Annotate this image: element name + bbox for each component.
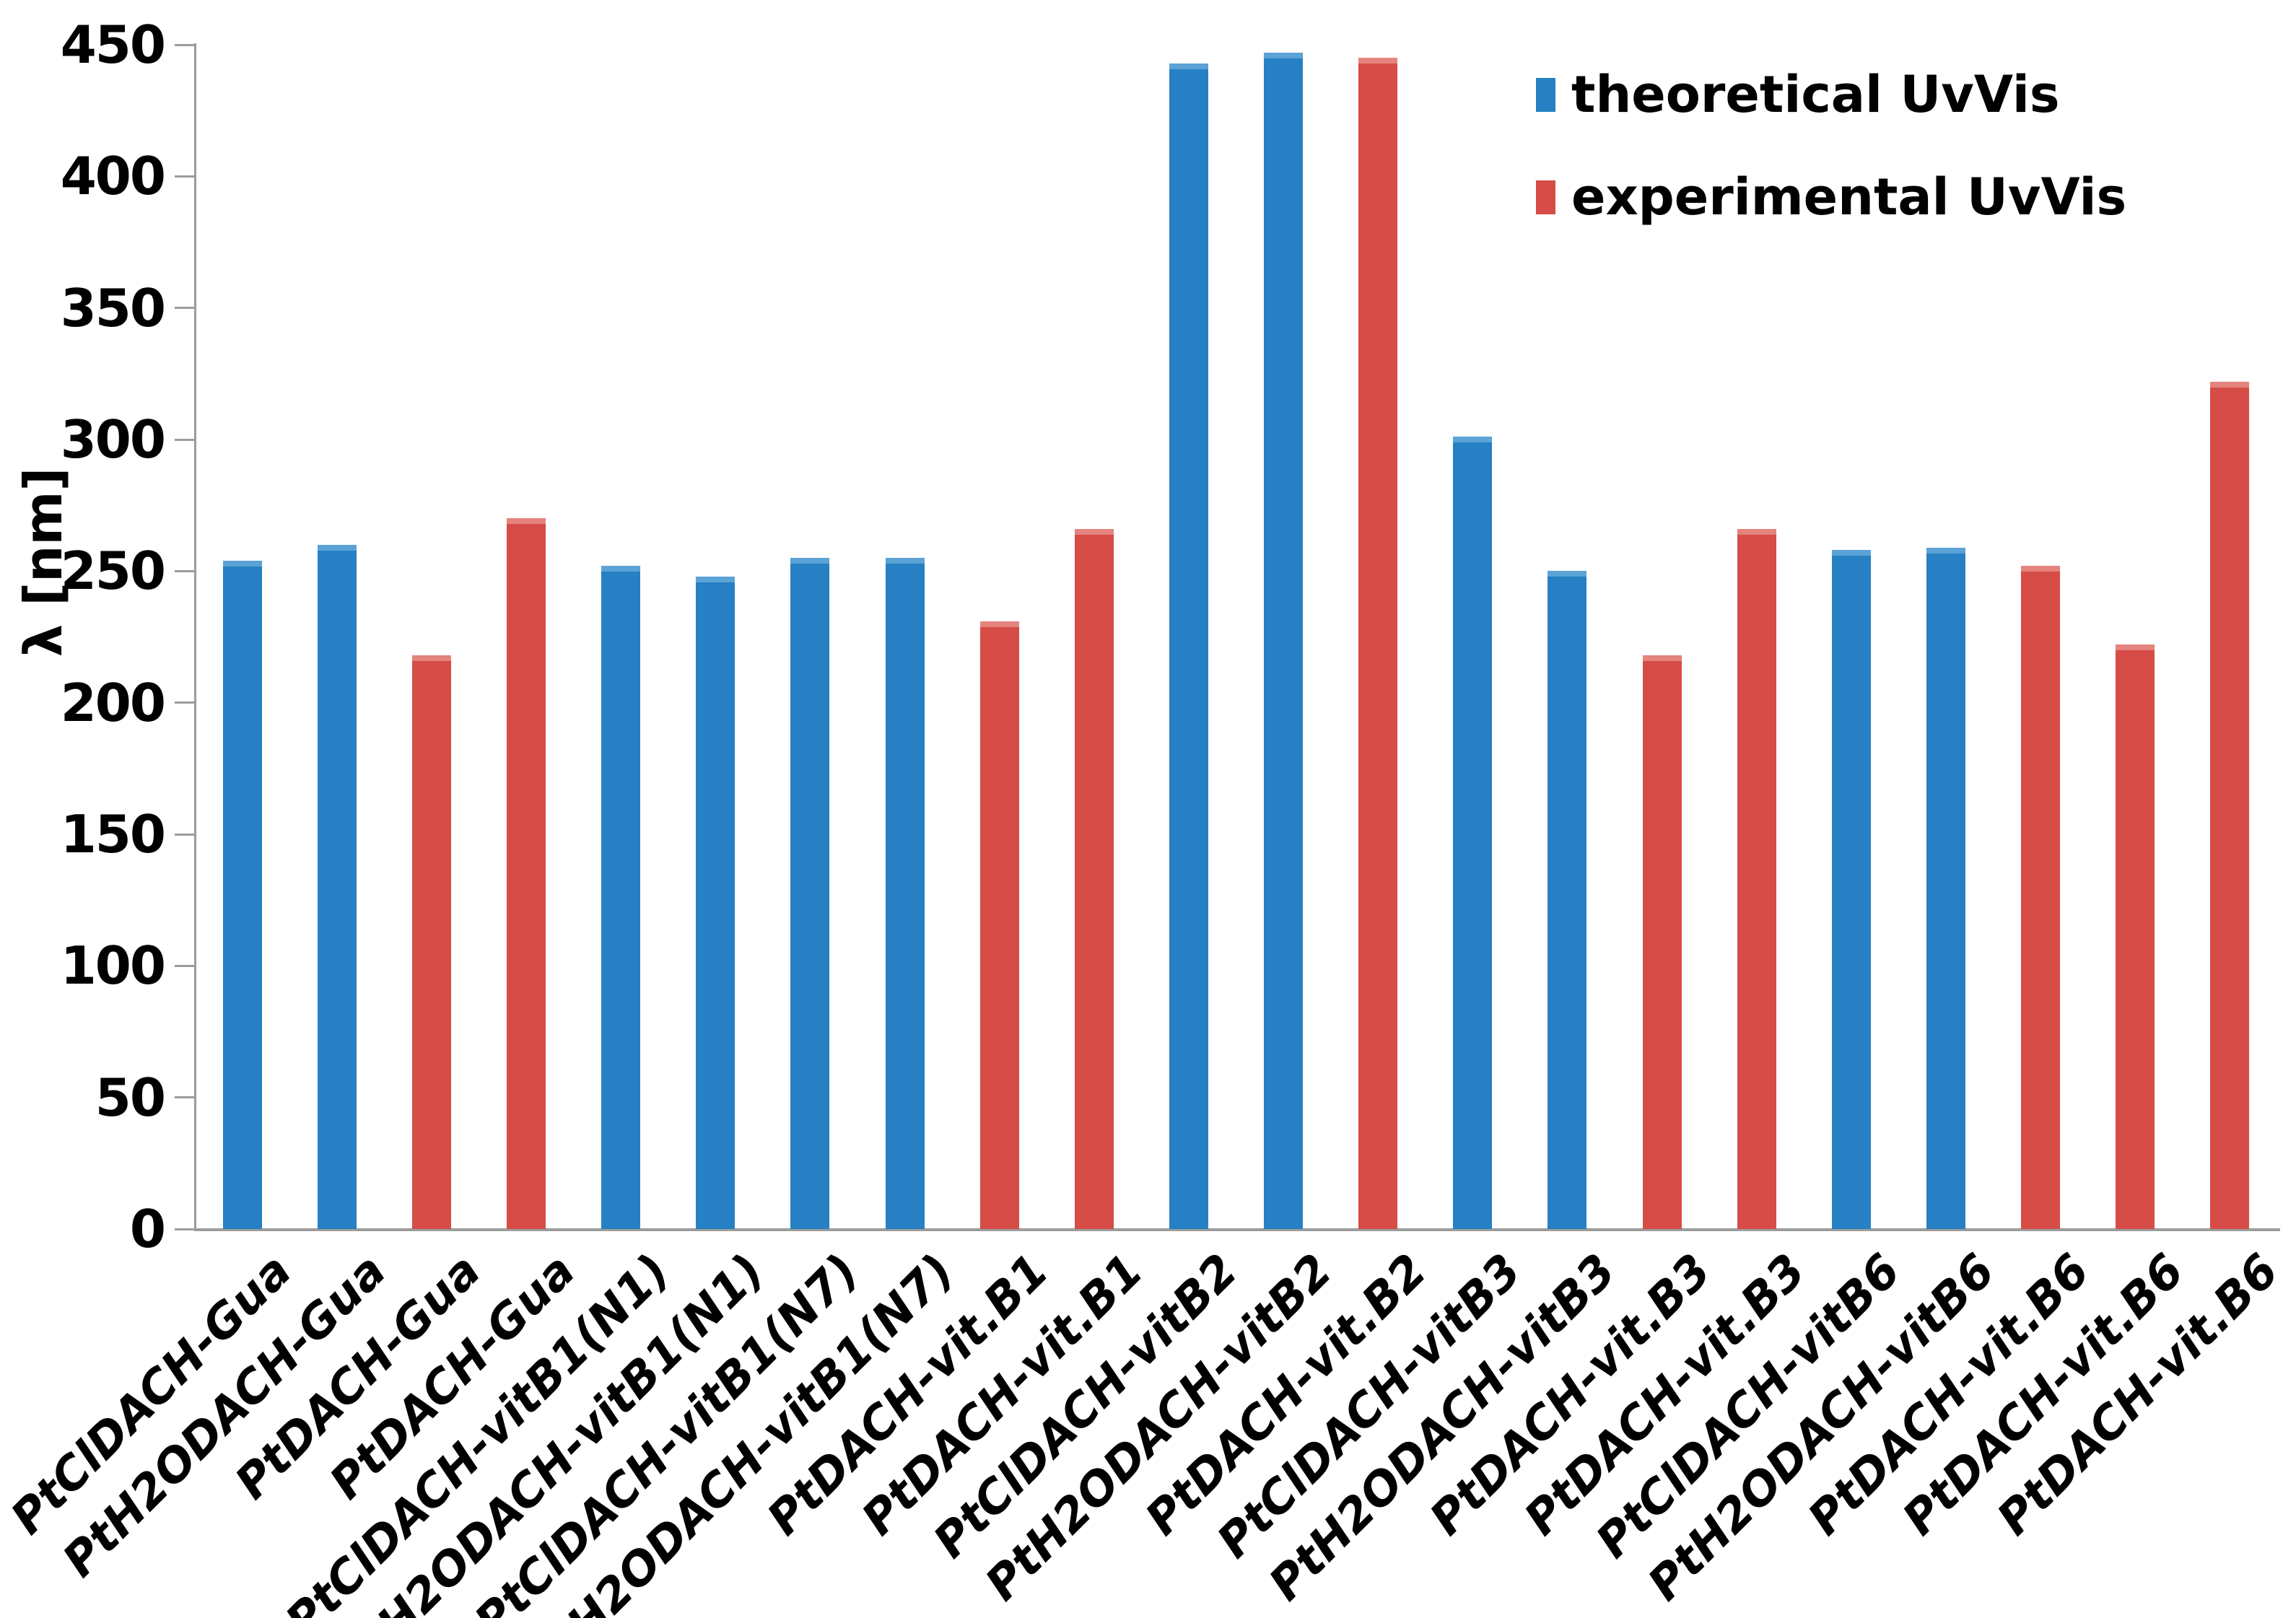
bar-theoretical — [1926, 548, 1965, 1229]
bar-experimental — [1075, 529, 1114, 1229]
bar-theoretical — [790, 558, 829, 1229]
legend-item-experimental: experimental UvVis — [1536, 170, 2126, 224]
bar-theoretical — [696, 577, 735, 1229]
y-tick-label: 350 — [60, 277, 166, 338]
y-tick-mark — [175, 569, 195, 572]
y-tick-label: 300 — [60, 409, 166, 470]
bar-experimental — [1737, 529, 1776, 1229]
y-tick-mark — [175, 1228, 195, 1230]
bar-experimental — [2116, 644, 2155, 1229]
bar-experimental — [507, 518, 546, 1229]
y-tick-mark — [175, 438, 195, 441]
y-tick-mark — [175, 307, 195, 310]
y-tick-mark — [175, 1096, 195, 1099]
y-tick-label: 200 — [60, 672, 166, 733]
y-tick-mark — [175, 175, 195, 178]
legend-label-theoretical: theoretical UvVis — [1571, 65, 2060, 124]
bar-theoretical — [601, 566, 640, 1229]
y-tick-label: 450 — [60, 14, 166, 75]
x-axis-line — [194, 1228, 2280, 1231]
y-tick-mark — [175, 701, 195, 704]
experimental-series-swatch-icon — [1536, 180, 1555, 214]
y-tick-mark — [175, 833, 195, 836]
bar-theoretical — [886, 558, 925, 1229]
bar-experimental — [980, 621, 1019, 1229]
bar-theoretical — [1453, 437, 1492, 1229]
bar-experimental — [412, 655, 451, 1229]
bar-theoretical — [318, 545, 357, 1229]
bar-experimental — [1643, 655, 1682, 1229]
y-tick-label: 100 — [60, 935, 166, 997]
y-tick-mark — [175, 43, 195, 46]
bar-theoretical — [1169, 64, 1208, 1229]
y-tick-mark — [175, 964, 195, 967]
y-tick-label: 250 — [60, 541, 166, 602]
bar-theoretical — [1548, 571, 1586, 1229]
legend-item-theoretical: theoretical UvVis — [1536, 68, 2059, 121]
y-axis-line — [194, 43, 196, 1231]
bar-theoretical — [223, 561, 262, 1229]
bar-experimental — [1358, 58, 1397, 1229]
bar-experimental — [2021, 566, 2060, 1229]
theoretical-series-swatch-icon — [1536, 77, 1555, 112]
bar-experimental — [2210, 382, 2249, 1229]
legend-label-experimental: experimental UvVis — [1571, 167, 2127, 227]
y-tick-label: 400 — [60, 146, 166, 207]
y-tick-label: 50 — [95, 1067, 166, 1128]
bar-theoretical — [1264, 53, 1303, 1229]
y-tick-label: 0 — [129, 1199, 166, 1259]
y-tick-label: 150 — [60, 804, 166, 865]
bar-theoretical — [1832, 550, 1871, 1229]
